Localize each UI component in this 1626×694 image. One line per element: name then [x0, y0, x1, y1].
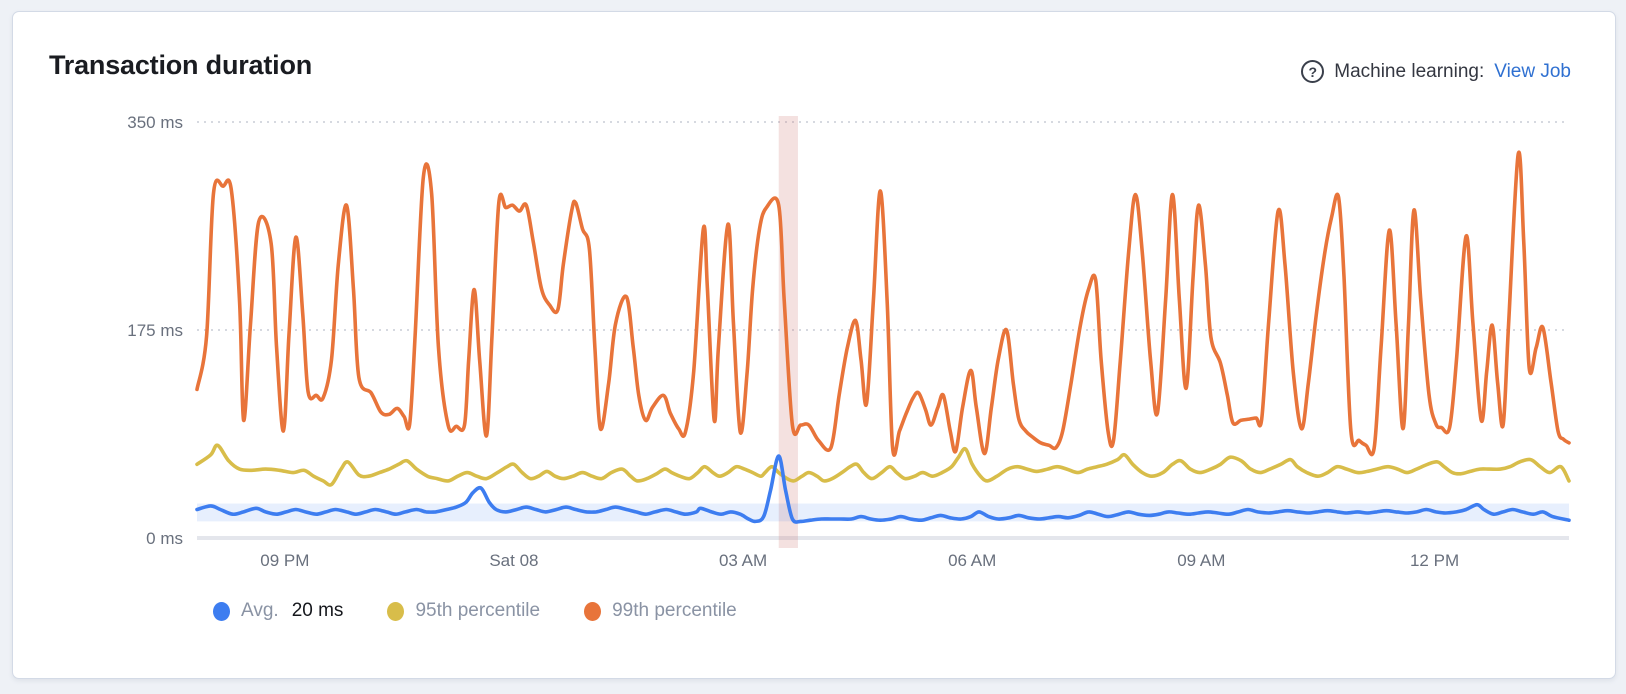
view-job-link[interactable]: View Job: [1494, 60, 1571, 82]
ml-label: Machine learning:: [1334, 60, 1485, 82]
x-tick-label: 12 PM: [1410, 551, 1459, 570]
legend-label: Avg.: [241, 600, 279, 621]
p95-series-dot: [387, 601, 405, 621]
transaction-duration-panel: Transaction duration ? Machine learning:…: [12, 11, 1616, 679]
chart-legend: Avg. 20 ms 95th percentile 99th percenti…: [213, 600, 737, 622]
x-tick-label: 06 AM: [948, 551, 996, 570]
panel-title: Transaction duration: [49, 50, 313, 80]
legend-label: 99th percentile: [612, 600, 737, 621]
series-line-avg: [195, 454, 1571, 524]
series-line-p95: [195, 443, 1571, 487]
avg-series-dot: [213, 601, 230, 621]
transaction-duration-chart[interactable]: 0 ms 175 ms 350 ms 09 PM Sat 08 03 AM 06 AM 09 …: [13, 12, 1615, 678]
y-tick-label: 0 ms: [146, 529, 183, 548]
ml-annotation-band: [778, 116, 798, 548]
legend-label: 95th percentile: [415, 600, 541, 621]
x-tick-label: 09 PM: [260, 551, 309, 570]
legend-item-95th-percentile[interactable]: 95th percentile: [387, 600, 540, 622]
legend-value: 20 ms: [291, 600, 344, 621]
y-tick-label: 175 ms: [127, 321, 183, 340]
legend-item-99th-percentile[interactable]: 99th percentile: [584, 600, 737, 622]
ml-header-controls: ? Machine learning: View Job: [1301, 60, 1571, 83]
y-tick-label: 350 ms: [127, 113, 183, 132]
x-tick-label: 03 AM: [719, 551, 767, 570]
x-tick-label: 09 AM: [1177, 551, 1225, 570]
legend-item-avg[interactable]: Avg. 20 ms: [213, 600, 343, 622]
p99-series-dot: [584, 601, 602, 621]
x-tick-label: Sat 08: [489, 551, 538, 570]
series-line-p99: [195, 150, 1571, 457]
ml-expected-bounds-band: [197, 503, 1569, 522]
help-icon[interactable]: ?: [1301, 60, 1325, 83]
